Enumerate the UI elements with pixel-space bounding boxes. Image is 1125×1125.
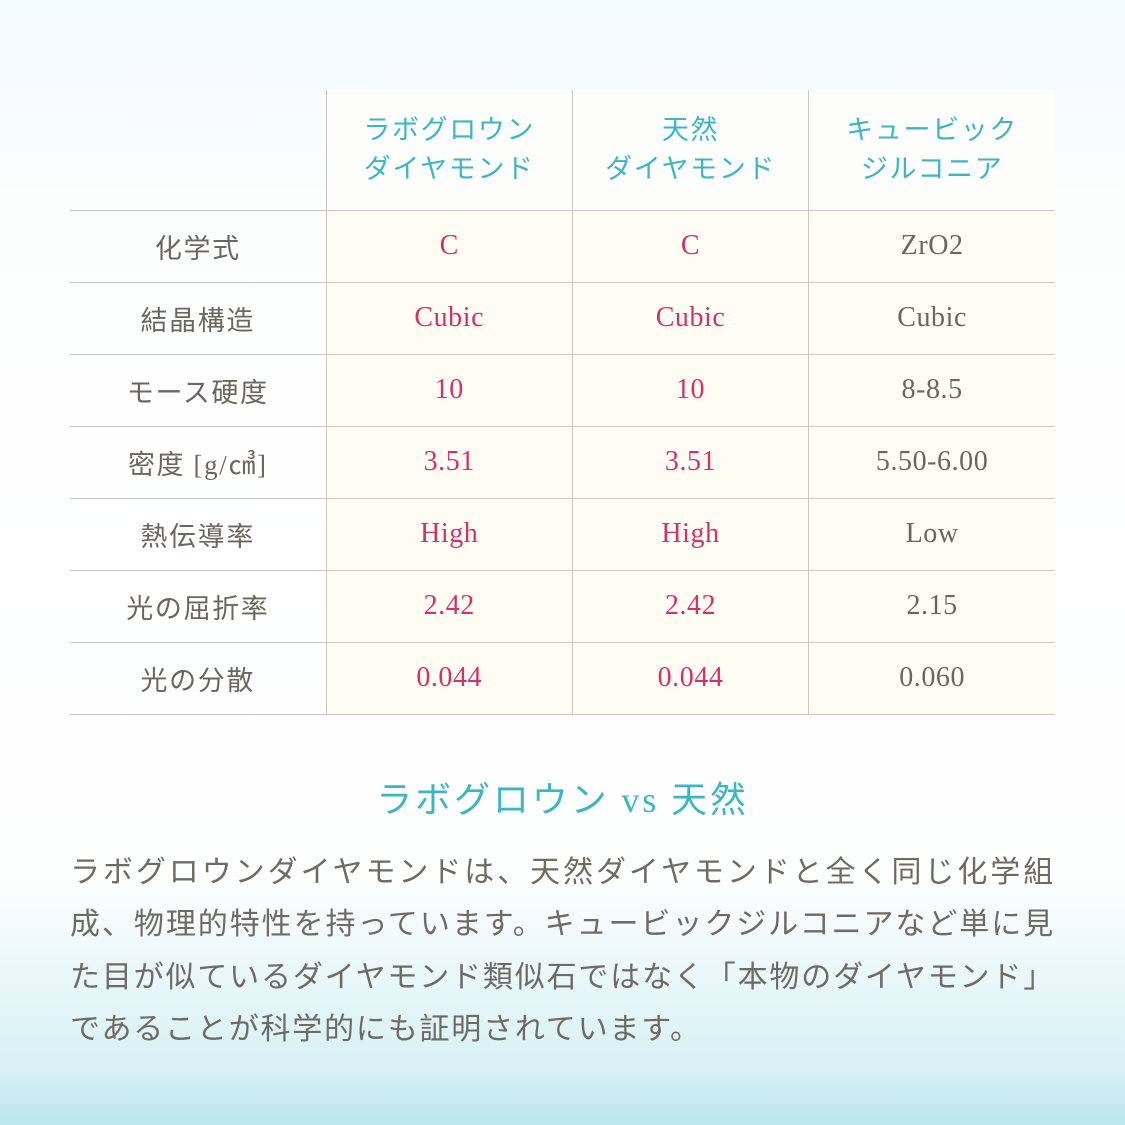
- cell-lab: 10: [326, 354, 572, 426]
- heading-part-b: 天然: [671, 780, 749, 820]
- row-label: 光の屈折率: [70, 570, 326, 642]
- cell-nat: 10: [572, 354, 808, 426]
- cell-cz: Low: [809, 498, 1055, 570]
- table-row: 密度 [g/㎤] 3.51 3.51 5.50-6.00: [70, 426, 1055, 498]
- header-lab: ラボグロウン ダイヤモンド: [326, 90, 572, 210]
- heading-vs: vs: [621, 780, 659, 820]
- table-row: モース硬度 10 10 8-8.5: [70, 354, 1055, 426]
- cell-cz: 2.15: [809, 570, 1055, 642]
- comparison-table: ラボグロウン ダイヤモンド 天然 ダイヤモンド キュービック ジルコニア 化学式…: [70, 90, 1055, 715]
- table-row: 結晶構造 Cubic Cubic Cubic: [70, 282, 1055, 354]
- row-label: 化学式: [70, 210, 326, 282]
- section-heading: ラボグロウン vs 天然: [70, 771, 1055, 823]
- cell-cz: 8-8.5: [809, 354, 1055, 426]
- row-label: モース硬度: [70, 354, 326, 426]
- header-cz: キュービック ジルコニア: [809, 90, 1055, 210]
- cell-cz: Cubic: [809, 282, 1055, 354]
- table-row: 熱伝導率 High High Low: [70, 498, 1055, 570]
- cell-lab: C: [326, 210, 572, 282]
- cell-lab: 3.51: [326, 426, 572, 498]
- row-label: 結晶構造: [70, 282, 326, 354]
- body-paragraph: ラボグロウンダイヤモンドは、天然ダイヤモンドと全く同じ化学組成、物理的特性を持っ…: [70, 847, 1055, 1057]
- cell-cz: 0.060: [809, 642, 1055, 714]
- cell-lab: 0.044: [326, 642, 572, 714]
- cell-nat: 2.42: [572, 570, 808, 642]
- row-label: 密度 [g/㎤]: [70, 426, 326, 498]
- cell-cz: 5.50-6.00: [809, 426, 1055, 498]
- heading-part-a: ラボグロウン: [376, 780, 609, 820]
- cell-lab: Cubic: [326, 282, 572, 354]
- header-empty: [70, 90, 326, 210]
- table-row: 化学式 C C ZrO2: [70, 210, 1055, 282]
- cell-cz: ZrO2: [809, 210, 1055, 282]
- cell-lab: High: [326, 498, 572, 570]
- cell-nat: High: [572, 498, 808, 570]
- header-nat: 天然 ダイヤモンド: [572, 90, 808, 210]
- cell-nat: 0.044: [572, 642, 808, 714]
- cell-lab: 2.42: [326, 570, 572, 642]
- table-header-row: ラボグロウン ダイヤモンド 天然 ダイヤモンド キュービック ジルコニア: [70, 90, 1055, 210]
- cell-nat: C: [572, 210, 808, 282]
- cell-nat: Cubic: [572, 282, 808, 354]
- cell-nat: 3.51: [572, 426, 808, 498]
- row-label: 熱伝導率: [70, 498, 326, 570]
- row-label: 光の分散: [70, 642, 326, 714]
- table-row: 光の分散 0.044 0.044 0.060: [70, 642, 1055, 714]
- table-row: 光の屈折率 2.42 2.42 2.15: [70, 570, 1055, 642]
